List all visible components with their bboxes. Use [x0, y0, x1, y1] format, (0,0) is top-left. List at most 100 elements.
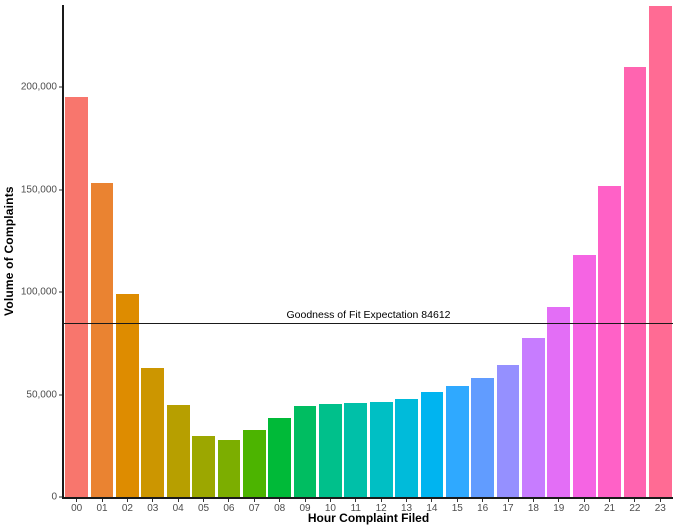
x-tick-label: 20 [578, 503, 590, 514]
x-tick-label: 01 [96, 503, 108, 514]
bar-hour-21 [598, 186, 621, 497]
bar-hour-10 [319, 403, 342, 497]
x-tick-mark [482, 499, 484, 502]
x-tick-mark [126, 499, 128, 502]
x-tick-label: 02 [121, 503, 133, 514]
bar-slot-22 [622, 5, 647, 497]
bar-hour-09 [293, 405, 317, 497]
bar-hour-08 [268, 418, 292, 497]
x-tick-mark [329, 499, 331, 502]
bar-slot-12 [369, 5, 394, 497]
bar-hour-12 [369, 402, 393, 497]
x-tick-label: 19 [553, 503, 565, 514]
bar-hour-13 [395, 398, 418, 497]
goodness-of-fit-label: Goodness of Fit Expectation 84612 [286, 308, 451, 321]
bar-hour-14 [420, 392, 444, 497]
bar-slot-00 [64, 5, 89, 497]
bar-hour-01 [90, 183, 114, 497]
x-tick-mark [456, 499, 458, 502]
bars-container [64, 5, 673, 497]
bar-slot-06 [216, 5, 241, 497]
x-tick-20: 20 [572, 499, 597, 514]
x-axis: 00 01 02 03 04 05 06 07 08 09 10 11 12 13 14 15 16 17 18 19… [64, 499, 673, 514]
bar-slot-23 [648, 5, 673, 497]
bar-slot-04 [166, 5, 191, 497]
x-tick-mark [152, 499, 154, 502]
x-tick-label: 23 [654, 503, 666, 514]
x-tick-05: 05 [191, 499, 216, 514]
x-tick-label: 12 [375, 503, 387, 514]
x-tick-mark [431, 499, 433, 502]
bar-hour-11 [344, 402, 368, 497]
x-tick-mark [532, 499, 534, 502]
x-tick-label: 10 [324, 503, 336, 514]
x-tick-11: 11 [343, 499, 368, 514]
bar-hour-05 [192, 435, 215, 497]
y-tick-mark [59, 291, 62, 293]
x-tick-00: 00 [64, 499, 89, 514]
bar-hour-04 [166, 404, 190, 497]
bar-slot-11 [343, 5, 368, 497]
goodness-of-fit-line [64, 322, 673, 324]
x-tick-10: 10 [318, 499, 343, 514]
x-tick-23: 23 [648, 499, 673, 514]
x-tick-label: 15 [451, 503, 463, 514]
x-tick-09: 09 [292, 499, 317, 514]
x-tick-07: 07 [242, 499, 267, 514]
y-tick-label: 100,000 [20, 286, 57, 298]
y-tick-200000: 200,000 [21, 82, 62, 93]
bar-slot-19 [546, 5, 571, 497]
y-tick-100000: 100,000 [21, 287, 62, 298]
y-tick-label: 50,000 [26, 389, 57, 400]
x-tick-mark [380, 499, 382, 502]
y-axis: 0 50,000 100,000 150,000 200,000 [0, 5, 62, 503]
x-tick-mark [228, 499, 230, 502]
x-tick-label: 04 [172, 503, 184, 514]
y-tick-150000: 150,000 [21, 184, 62, 195]
x-tick-21: 21 [597, 499, 622, 514]
x-tick-14: 14 [419, 499, 444, 514]
bar-hour-18 [522, 338, 545, 497]
x-tick-label: 13 [401, 503, 413, 514]
x-tick-label: 07 [248, 503, 260, 514]
bar-slot-01 [89, 5, 114, 497]
bar-slot-16 [470, 5, 495, 497]
y-tick-mark [59, 496, 62, 498]
bar-hour-15 [445, 386, 469, 497]
x-tick-mark [634, 499, 636, 502]
bar-slot-13 [394, 5, 419, 497]
bar-hour-06 [217, 439, 241, 497]
x-tick-mark [609, 499, 611, 502]
y-tick-mark [59, 189, 62, 190]
x-tick-label: 16 [477, 503, 489, 514]
bar-hour-17 [496, 364, 520, 497]
bar-slot-05 [191, 5, 216, 497]
x-tick-label: 09 [299, 503, 311, 514]
x-tick-label: 18 [527, 503, 539, 514]
bar-hour-16 [471, 378, 495, 497]
bar-slot-10 [318, 5, 343, 497]
bar-slot-21 [597, 5, 622, 497]
x-axis-title: Hour Complaint Filed [307, 511, 430, 525]
x-tick-mark [177, 499, 179, 502]
x-tick-label: 05 [198, 503, 210, 514]
x-tick-label: 14 [426, 503, 438, 514]
bar-slot-08 [267, 5, 292, 497]
y-tick-mark [59, 394, 62, 395]
x-tick-15: 15 [445, 499, 470, 514]
x-tick-mark [583, 499, 585, 502]
x-tick-mark [507, 499, 509, 502]
bar-slot-20 [572, 5, 597, 497]
x-tick-13: 13 [394, 499, 419, 514]
x-tick-mark [203, 499, 205, 502]
bar-slot-09 [292, 5, 317, 497]
bar-hour-22 [623, 66, 647, 497]
x-tick-label: 03 [147, 503, 159, 514]
x-tick-mark [101, 499, 103, 502]
x-tick-03: 03 [140, 499, 165, 514]
y-tick-label: 200,000 [20, 81, 57, 93]
x-tick-mark [279, 499, 281, 502]
y-tick-mark [59, 86, 62, 88]
x-tick-12: 12 [369, 499, 394, 514]
bar-slot-14 [419, 5, 444, 497]
